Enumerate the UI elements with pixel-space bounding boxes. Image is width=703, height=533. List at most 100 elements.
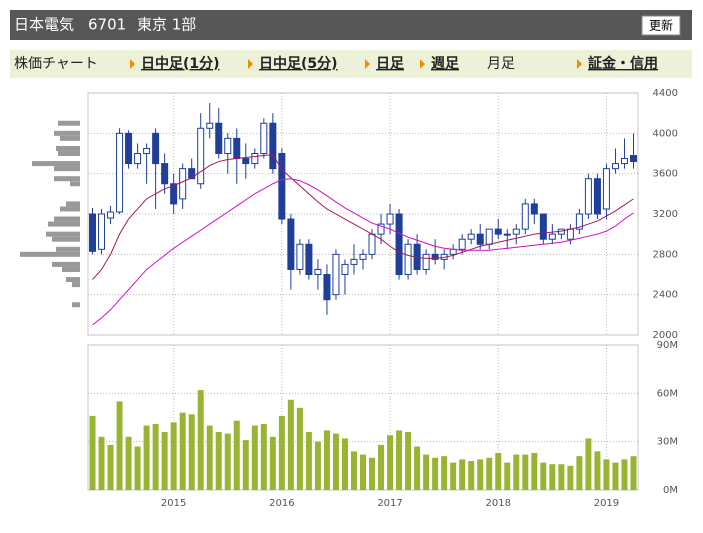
candle-body bbox=[386, 213, 394, 225]
candle-body bbox=[467, 233, 475, 240]
volume-bar bbox=[134, 446, 141, 490]
volume-bar bbox=[477, 459, 484, 490]
volume-bar bbox=[414, 446, 421, 490]
candle-body bbox=[233, 137, 241, 160]
volume-bar bbox=[188, 414, 195, 490]
candle-body bbox=[341, 263, 349, 275]
volume-bar bbox=[242, 440, 249, 490]
volume-profile-bar bbox=[20, 251, 80, 257]
volume-bar bbox=[630, 456, 637, 490]
nav-link[interactable]: 日足 bbox=[376, 56, 405, 72]
volume-profile-bar bbox=[52, 261, 80, 267]
candle-body bbox=[161, 163, 169, 185]
stock-code: 6701 bbox=[88, 16, 126, 34]
nav-link[interactable]: 日中足(1分) bbox=[141, 55, 220, 72]
candle-body bbox=[323, 274, 331, 301]
y-tick-label: 2000 bbox=[653, 330, 678, 341]
x-tick-label: 2018 bbox=[486, 498, 511, 509]
volume-profile-bar bbox=[54, 130, 80, 136]
candle-body bbox=[494, 228, 502, 235]
nav-link[interactable]: 週足 bbox=[431, 56, 460, 72]
volume-bar bbox=[260, 423, 267, 490]
candle-body bbox=[269, 122, 277, 170]
volume-bar bbox=[296, 407, 303, 490]
volume-bar bbox=[558, 464, 565, 490]
nav-arrow bbox=[420, 59, 425, 69]
nav-link[interactable]: 日中足(5分) bbox=[259, 55, 338, 72]
volume-bar bbox=[594, 451, 601, 490]
candle-body bbox=[224, 137, 232, 154]
volume-profile-bar bbox=[70, 181, 80, 187]
candle-body bbox=[422, 253, 430, 270]
company-name: 日本電気 bbox=[14, 16, 74, 34]
volume-bar bbox=[468, 461, 475, 490]
volume-bar bbox=[350, 451, 357, 490]
volume-bar bbox=[486, 457, 493, 490]
nav-arrow bbox=[248, 59, 253, 69]
candle-body bbox=[449, 248, 457, 255]
volume-profile-bar bbox=[52, 236, 80, 242]
candle-body bbox=[125, 132, 133, 165]
volume-bar bbox=[495, 452, 502, 490]
candle-body bbox=[152, 132, 160, 165]
y-tick-label: 3600 bbox=[653, 169, 678, 180]
nav-current: 月足 bbox=[487, 56, 515, 72]
candle-body bbox=[188, 168, 196, 180]
candle-body bbox=[278, 153, 286, 220]
candle-body bbox=[242, 158, 250, 165]
volume-bar bbox=[215, 432, 222, 490]
candle-body bbox=[629, 155, 637, 163]
candle-body bbox=[521, 203, 529, 230]
volume-bar bbox=[197, 390, 204, 490]
candle-body bbox=[215, 122, 223, 154]
volume-bar bbox=[387, 435, 394, 490]
volume-profile-bar bbox=[56, 145, 80, 151]
volume-bar bbox=[576, 456, 583, 490]
candle-body bbox=[287, 218, 295, 270]
candle-body bbox=[593, 178, 601, 215]
candle-body bbox=[143, 147, 151, 154]
market: 東京 1部 bbox=[137, 16, 196, 34]
volume-profile-bar bbox=[72, 282, 80, 288]
volume-bar bbox=[206, 425, 213, 490]
nav-title: 株価チャート bbox=[14, 56, 98, 72]
candle-body bbox=[620, 158, 628, 165]
candle-body bbox=[179, 168, 187, 200]
x-tick-label: 2017 bbox=[377, 498, 402, 509]
x-tick-label: 2016 bbox=[269, 498, 294, 509]
y-tick-label: 3200 bbox=[653, 209, 678, 220]
candle-body bbox=[116, 132, 124, 213]
volume-bar bbox=[549, 464, 556, 490]
nav-arrow bbox=[130, 59, 135, 69]
y-tick-label: 2400 bbox=[653, 290, 678, 301]
candle-body bbox=[251, 153, 259, 165]
volume-bar bbox=[405, 432, 412, 490]
candle-body bbox=[476, 233, 484, 245]
volume-bar bbox=[269, 436, 276, 490]
volume-bar bbox=[224, 433, 231, 490]
volume-profile-bar bbox=[48, 221, 80, 227]
volume-bar bbox=[233, 420, 240, 490]
candle-body bbox=[503, 233, 511, 236]
volume-profile-bar bbox=[32, 161, 80, 167]
candle-body bbox=[404, 243, 412, 275]
volume-bar bbox=[143, 425, 150, 490]
volume-bar bbox=[107, 444, 114, 490]
refresh-label[interactable]: 更新 bbox=[649, 18, 673, 33]
volume-profile-bar bbox=[46, 231, 80, 237]
volume-bar bbox=[450, 462, 457, 490]
volume-profile-bar bbox=[56, 246, 80, 252]
volume-bar bbox=[621, 459, 628, 490]
candle-body bbox=[458, 238, 466, 250]
nav-link[interactable]: 証金・信用 bbox=[588, 55, 658, 72]
volume-bar bbox=[522, 454, 529, 490]
candle-body bbox=[260, 122, 268, 154]
candle-body bbox=[548, 233, 556, 240]
volume-bar bbox=[278, 415, 285, 490]
refresh-button[interactable] bbox=[641, 15, 681, 36]
volume-bar bbox=[585, 438, 592, 490]
moving-average bbox=[92, 178, 634, 326]
x-tick-label: 2019 bbox=[594, 498, 619, 509]
